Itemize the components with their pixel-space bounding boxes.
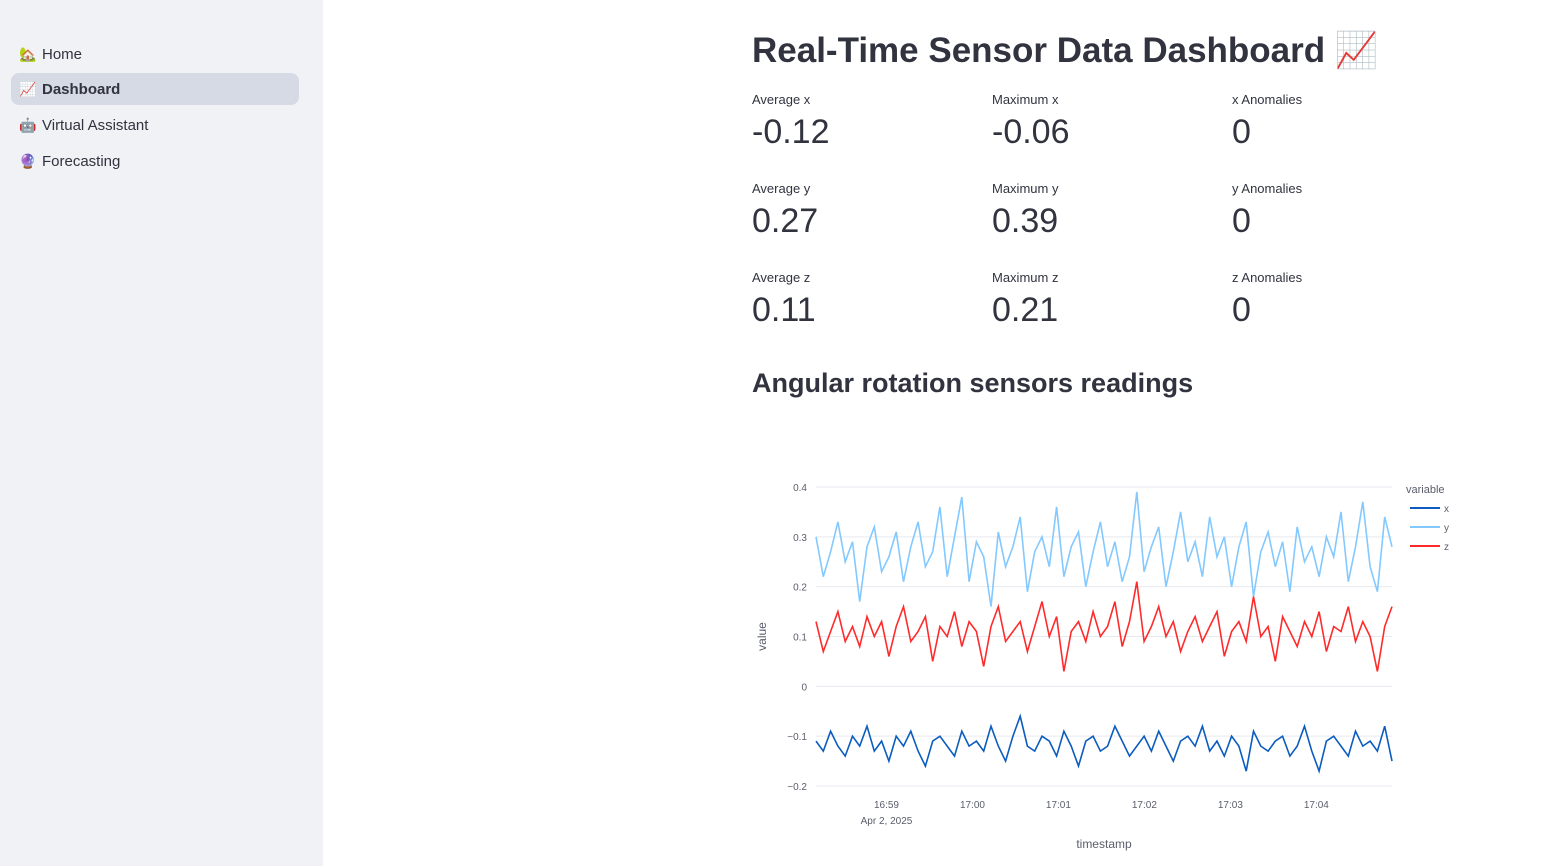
- y-tick-label: −0.2: [787, 782, 807, 793]
- metric-average-x: Average x -0.12: [752, 92, 972, 152]
- y-tick-label: 0.3: [793, 533, 807, 544]
- metric-value: 0: [1232, 202, 1251, 240]
- metric-x-anomalies: x Anomalies 0: [1232, 92, 1452, 152]
- metric-label: Average z: [752, 270, 811, 285]
- x-tick-label: 17:00: [960, 800, 985, 811]
- sensor-line-chart[interactable]: 0.4 0.3 0.2 0.1 0 −0.1 −0.2 16:59 17:00 17:01 17:0…: [740, 470, 1480, 860]
- metric-value: 0.11: [752, 291, 816, 329]
- series-line-x: [815, 713, 1393, 774]
- metric-label: Average x: [752, 92, 811, 107]
- legend-label-y: y: [1444, 523, 1449, 534]
- metric-label: Maximum y: [992, 181, 1059, 196]
- x-tick-label: 17:03: [1218, 800, 1243, 811]
- series-line-z: [815, 581, 1393, 672]
- sidebar-item-label: Home: [42, 45, 83, 63]
- metric-value: 0.27: [752, 202, 819, 240]
- x-tick-label: 17:04: [1304, 800, 1329, 811]
- x-tick-label: 17:01: [1046, 800, 1071, 811]
- metric-label: Maximum z: [992, 270, 1059, 285]
- legend-label-x: x: [1444, 504, 1449, 515]
- sidebar-item-forecasting[interactable]: 🔮 Forecasting: [11, 145, 299, 177]
- metric-label: z Anomalies: [1232, 270, 1303, 285]
- metric-value: 0.21: [992, 291, 1059, 329]
- metric-average-y: Average y 0.27: [752, 181, 972, 241]
- crystal-ball-icon: 🔮: [19, 152, 37, 169]
- chart-icon: 📈: [19, 80, 37, 97]
- metric-z-anomalies: z Anomalies 0: [1232, 270, 1452, 330]
- y-axis-title: value: [755, 622, 769, 651]
- sidebar-item-label: Virtual Assistant: [42, 116, 149, 134]
- metric-maximum-y: Maximum y 0.39: [992, 181, 1212, 241]
- metric-value: 0: [1232, 113, 1251, 151]
- sidebar-item-virtual-assistant[interactable]: 🤖 Virtual Assistant: [11, 109, 299, 141]
- house-icon: 🏡: [19, 45, 37, 62]
- y-tick-label: 0.2: [793, 583, 807, 594]
- metric-value: -0.06: [992, 113, 1070, 151]
- sidebar-item-home[interactable]: 🏡 Home: [11, 38, 299, 70]
- robot-icon: 🤖: [19, 116, 37, 133]
- x-axis-title: timestamp: [1076, 837, 1132, 851]
- metric-label: x Anomalies: [1232, 92, 1303, 107]
- legend-label-z: z: [1444, 542, 1449, 553]
- metric-label: Average y: [752, 181, 811, 196]
- y-tick-label: 0.1: [793, 633, 807, 644]
- metric-label: y Anomalies: [1232, 181, 1303, 196]
- x-date-label: Apr 2, 2025: [861, 816, 913, 827]
- metric-value: 0: [1232, 291, 1251, 329]
- metric-maximum-x: Maximum x -0.06: [992, 92, 1212, 152]
- metric-value: -0.12: [752, 113, 830, 151]
- x-tick-label: 16:59: [874, 800, 899, 811]
- sidebar-item-dashboard[interactable]: 📈 Dashboard: [11, 73, 299, 105]
- x-tick-label: 17:02: [1132, 800, 1157, 811]
- series-line-y: [815, 491, 1393, 607]
- metric-y-anomalies: y Anomalies 0: [1232, 181, 1452, 241]
- sidebar-item-label: Dashboard: [42, 80, 121, 98]
- sidebar: 🏡 Home 📈 Dashboard 🤖 Virtual Assistant 🔮 For…: [0, 0, 323, 866]
- y-tick-label: −0.1: [787, 732, 807, 743]
- metric-label: Maximum x: [992, 92, 1059, 107]
- metric-value: 0.39: [992, 202, 1059, 240]
- page-title: Real-Time Sensor Data Dashboard 📈: [752, 31, 1379, 70]
- y-tick-label: 0.4: [793, 483, 807, 494]
- metric-average-z: Average z 0.11: [752, 270, 972, 330]
- chart-subheader: Angular rotation sensors readings: [752, 368, 1194, 398]
- sidebar-item-label: Forecasting: [42, 152, 121, 170]
- legend-title: variable: [1406, 484, 1445, 496]
- y-tick-label: 0: [801, 682, 807, 693]
- metric-maximum-z: Maximum z 0.21: [992, 270, 1212, 330]
